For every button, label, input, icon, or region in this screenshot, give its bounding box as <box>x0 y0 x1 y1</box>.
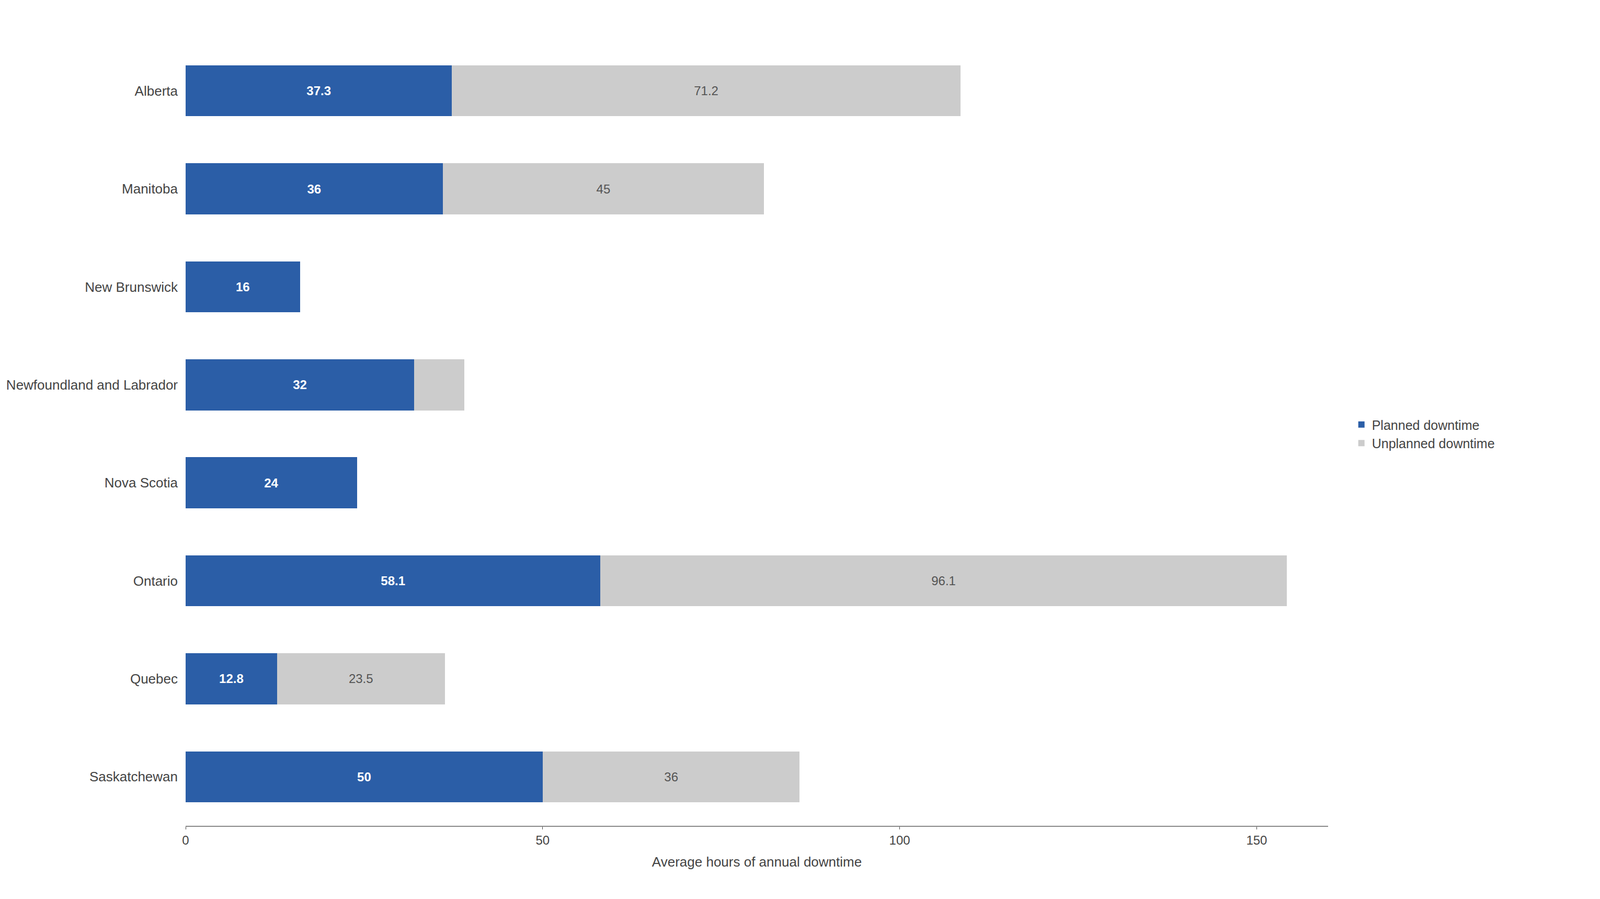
svg-text:96.1: 96.1 <box>931 573 956 588</box>
svg-text:32: 32 <box>292 377 307 392</box>
svg-text:50: 50 <box>535 832 550 848</box>
svg-text:Manitoba: Manitoba <box>121 180 178 197</box>
svg-text:Ontario: Ontario <box>133 573 178 589</box>
svg-text:Quebec: Quebec <box>130 670 178 687</box>
svg-text:150: 150 <box>1246 832 1267 848</box>
svg-text:Unplanned downtime: Unplanned downtime <box>1372 436 1495 451</box>
svg-text:New Brunswick: New Brunswick <box>84 279 179 295</box>
svg-text:Planned downtime: Planned downtime <box>1372 417 1480 433</box>
svg-text:Saskatchewan: Saskatchewan <box>89 768 178 785</box>
svg-text:45: 45 <box>596 181 611 197</box>
svg-text:36: 36 <box>664 769 679 784</box>
svg-text:Newfoundland and Labrador: Newfoundland and Labrador <box>6 376 178 393</box>
svg-text:37.3: 37.3 <box>306 83 331 98</box>
svg-text:24: 24 <box>264 475 279 490</box>
svg-text:50: 50 <box>357 769 372 784</box>
svg-text:16: 16 <box>235 279 250 294</box>
svg-text:36: 36 <box>306 181 322 197</box>
svg-text:71.2: 71.2 <box>693 83 719 98</box>
svg-text:0: 0 <box>181 832 189 848</box>
svg-text:100: 100 <box>889 832 911 848</box>
svg-text:Average hours of annual downti: Average hours of annual downtime <box>652 853 862 870</box>
svg-text:12.8: 12.8 <box>219 671 244 686</box>
svg-text:58.1: 58.1 <box>380 573 406 588</box>
svg-text:Nova Scotia: Nova Scotia <box>104 474 179 491</box>
svg-text:23.5: 23.5 <box>348 671 374 686</box>
svg-text:Alberta: Alberta <box>134 83 179 99</box>
